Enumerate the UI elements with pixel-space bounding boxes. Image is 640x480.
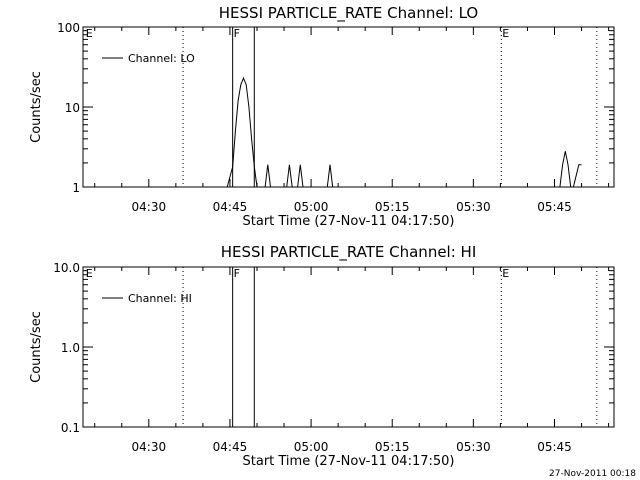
panel-1-ytick-label: 100 — [57, 21, 80, 35]
panel-2-marker-label: E — [502, 267, 509, 280]
panel-2-xtick-label: 05:45 — [537, 440, 572, 454]
panel-1-xtick-label: 04:30 — [132, 200, 167, 214]
panel-1-y-axis-label: Counts/sec — [29, 71, 44, 143]
panel-2-marker-label: E — [86, 267, 93, 280]
panel-1-xtick-label: 05:45 — [537, 200, 572, 214]
panel-2-xtick-label: 05:15 — [375, 440, 410, 454]
panel-1-xtick-label: 05:30 — [456, 200, 491, 214]
panel-2-ytick-label: 1.0 — [61, 341, 80, 355]
panel-2-xtick-label: 05:30 — [456, 440, 491, 454]
panel-1-xtick-label: 05:15 — [375, 200, 410, 214]
panel-2-xtick-label: 05:00 — [294, 440, 329, 454]
panel-2-xtick-label: 04:30 — [132, 440, 167, 454]
panel-2-ytick-label: 10.0 — [53, 261, 80, 275]
panel-1-legend-label: Channel: LO — [128, 52, 195, 65]
panel-1-ytick-label: 1 — [72, 181, 80, 195]
panel-2-ytick-label: 0.1 — [61, 421, 80, 435]
panel-2-x-axis-label: Start Time (27-Nov-11 04:17:50) — [243, 454, 455, 469]
panel-1-xtick-label: 05:00 — [294, 200, 329, 214]
panel-2-y-axis-label: Counts/sec — [29, 311, 44, 383]
footer-timestamp: 27-Nov-2011 00:18 — [549, 469, 636, 479]
panel-2-title: HESSI PARTICLE_RATE Channel: HI — [221, 243, 477, 262]
panel-2-marker-label: F — [234, 267, 240, 280]
panel-1-marker-label: E — [86, 27, 93, 40]
panel-1-marker-label: E — [502, 27, 509, 40]
panel-2-xtick-label: 04:45 — [213, 440, 248, 454]
panel-1-ytick-label: 10 — [65, 101, 80, 115]
panel-1-title: HESSI PARTICLE_RATE Channel: LO — [219, 4, 478, 23]
panel-1-series-line — [226, 76, 582, 188]
panel-1-marker-label: F — [234, 27, 240, 40]
panel-1-xtick-label: 04:45 — [213, 200, 248, 214]
panel-1-x-axis-label: Start Time (27-Nov-11 04:17:50) — [243, 214, 455, 229]
panel-2-legend-label: Channel: HI — [128, 292, 192, 305]
